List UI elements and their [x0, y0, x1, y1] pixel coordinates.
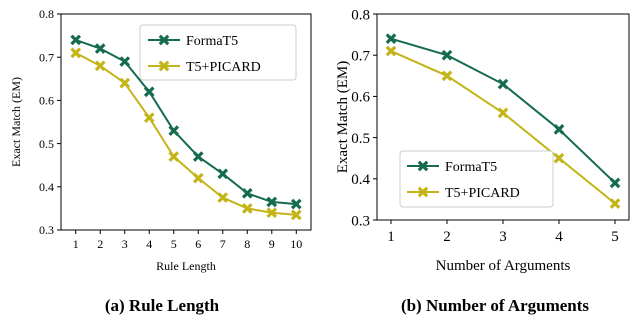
data-point-t5-picard	[266, 207, 278, 219]
x-tick-label: 2	[443, 229, 451, 245]
data-point-formaT5	[217, 168, 229, 180]
x-tick-label: 8	[244, 237, 250, 251]
data-point-t5-picard	[168, 151, 180, 162]
legend-marker	[417, 160, 429, 172]
y-axis-label: Exact Match (EM)	[9, 77, 23, 167]
y-tick-label: 0.8	[351, 7, 370, 23]
y-tick-label: 0.3	[39, 223, 54, 237]
data-point-t5-picard	[441, 70, 453, 82]
legend-label: FormaT5	[445, 160, 497, 175]
x-tick-label: 1	[73, 237, 79, 251]
y-tick-label: 0.7	[39, 50, 54, 64]
data-point-t5-picard	[119, 77, 131, 89]
x-tick-label: 5	[611, 229, 619, 245]
y-tick-label: 0.6	[351, 90, 370, 106]
y-tick-label: 0.3	[351, 213, 370, 229]
y-tick-label: 0.7	[351, 48, 370, 64]
plot-frame	[60, 13, 312, 231]
data-point-formaT5	[70, 34, 82, 46]
data-point-formaT5	[119, 56, 131, 67]
data-point-formaT5	[497, 78, 509, 90]
y-tick-label: 0.6	[39, 94, 54, 108]
legend-label: T5+PICARD	[186, 60, 261, 75]
data-point-t5-picard	[70, 47, 82, 59]
x-axis-label: Number of Arguments	[436, 258, 571, 274]
series-line-formaT5	[75, 38, 297, 206]
legend-marker	[158, 34, 170, 46]
data-point-t5-picard	[241, 203, 253, 214]
y-tick-label: 0.4	[351, 172, 370, 188]
figure-caption: (b) Number of Arguments	[401, 296, 589, 315]
data-point-t5-picard	[192, 172, 204, 184]
y-tick-label: 0.5	[351, 131, 370, 147]
x-tick-label: 7	[220, 237, 226, 251]
y-axis-label: Exact Match (EM)	[335, 61, 351, 173]
x-tick-label: 5	[171, 237, 177, 251]
data-point-t5-picard	[385, 45, 397, 57]
data-point-t5-picard	[497, 107, 509, 119]
series-line-t5-picard	[75, 51, 297, 216]
x-tick-label: 3	[499, 229, 507, 245]
x-tick-label: 1	[387, 229, 395, 245]
legend-marker	[417, 186, 429, 198]
x-tick-label: 10	[290, 237, 302, 251]
data-point-t5-picard	[290, 209, 302, 221]
data-point-formaT5	[168, 125, 180, 136]
data-point-formaT5	[385, 33, 397, 45]
data-point-t5-picard	[609, 198, 621, 209]
x-tick-label: 4	[146, 237, 152, 251]
x-axis-label: Rule Length	[156, 259, 216, 273]
data-point-t5-picard	[94, 60, 106, 72]
x-tick-label: 4	[555, 229, 563, 245]
legend-marker	[158, 60, 170, 72]
data-point-formaT5	[441, 49, 453, 61]
legend-label: T5+PICARD	[445, 186, 520, 201]
data-point-formaT5	[290, 198, 302, 210]
data-point-t5-picard	[553, 152, 565, 164]
data-point-formaT5	[192, 151, 204, 162]
y-tick-label: 0.4	[39, 180, 54, 194]
x-tick-label: 3	[122, 237, 128, 251]
data-point-formaT5	[94, 43, 106, 54]
y-tick-label: 0.5	[39, 137, 54, 151]
x-tick-label: 9	[269, 237, 275, 251]
legend-label: FormaT5	[186, 34, 238, 49]
data-point-formaT5	[553, 124, 565, 135]
data-point-t5-picard	[217, 192, 229, 203]
data-point-formaT5	[241, 187, 253, 199]
data-point-t5-picard	[143, 112, 155, 124]
data-point-formaT5	[266, 196, 278, 208]
chart-number-of-arguments: 0.3 0.4 0.5 0.6 0.7 0.8 1 2 3 4 5 Number of Argumen…	[335, 7, 630, 315]
figure-caption: (a) Rule Length	[105, 296, 220, 315]
y-tick-label: 0.8	[39, 7, 54, 21]
data-point-formaT5	[143, 86, 155, 98]
data-point-formaT5	[609, 177, 621, 189]
chart-rule-length: 0.3 0.4 0.5 0.6 0.7 0.8 1 2 3 4 5 6 7 8 9 10 Rule Length…	[9, 7, 312, 315]
x-tick-label: 6	[195, 237, 201, 251]
x-tick-label: 2	[97, 237, 103, 251]
